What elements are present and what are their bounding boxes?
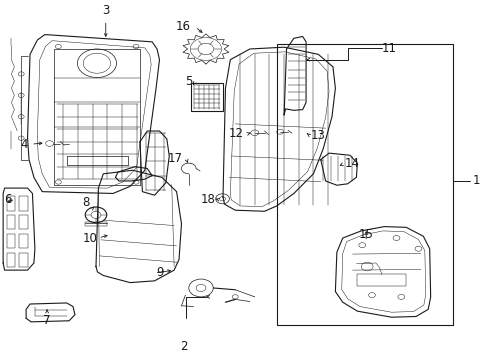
Text: 18: 18: [201, 193, 216, 206]
Text: 14: 14: [345, 157, 360, 170]
Text: 10: 10: [82, 231, 98, 244]
Bar: [6, 253, 15, 267]
Text: 1: 1: [472, 175, 480, 188]
Bar: [19, 196, 27, 211]
Bar: [19, 234, 27, 248]
Bar: [6, 215, 15, 229]
Bar: [19, 215, 27, 229]
Bar: [357, 274, 406, 286]
Text: 16: 16: [175, 21, 190, 33]
Text: 8: 8: [82, 196, 90, 209]
Text: 3: 3: [102, 4, 109, 17]
Text: 4: 4: [20, 138, 27, 151]
Bar: [6, 196, 15, 211]
Text: 15: 15: [359, 228, 373, 240]
Bar: [191, 83, 223, 111]
Text: 9: 9: [156, 266, 164, 279]
Text: 2: 2: [180, 341, 188, 354]
Bar: [19, 253, 27, 267]
Text: 13: 13: [311, 129, 326, 142]
Text: 11: 11: [382, 42, 397, 55]
Text: 5: 5: [185, 75, 192, 88]
Text: 12: 12: [229, 127, 244, 140]
Bar: [85, 222, 107, 226]
Bar: [6, 234, 15, 248]
Text: 17: 17: [168, 152, 182, 165]
Bar: [277, 44, 453, 325]
Text: 6: 6: [4, 193, 12, 206]
Text: 7: 7: [43, 314, 51, 327]
